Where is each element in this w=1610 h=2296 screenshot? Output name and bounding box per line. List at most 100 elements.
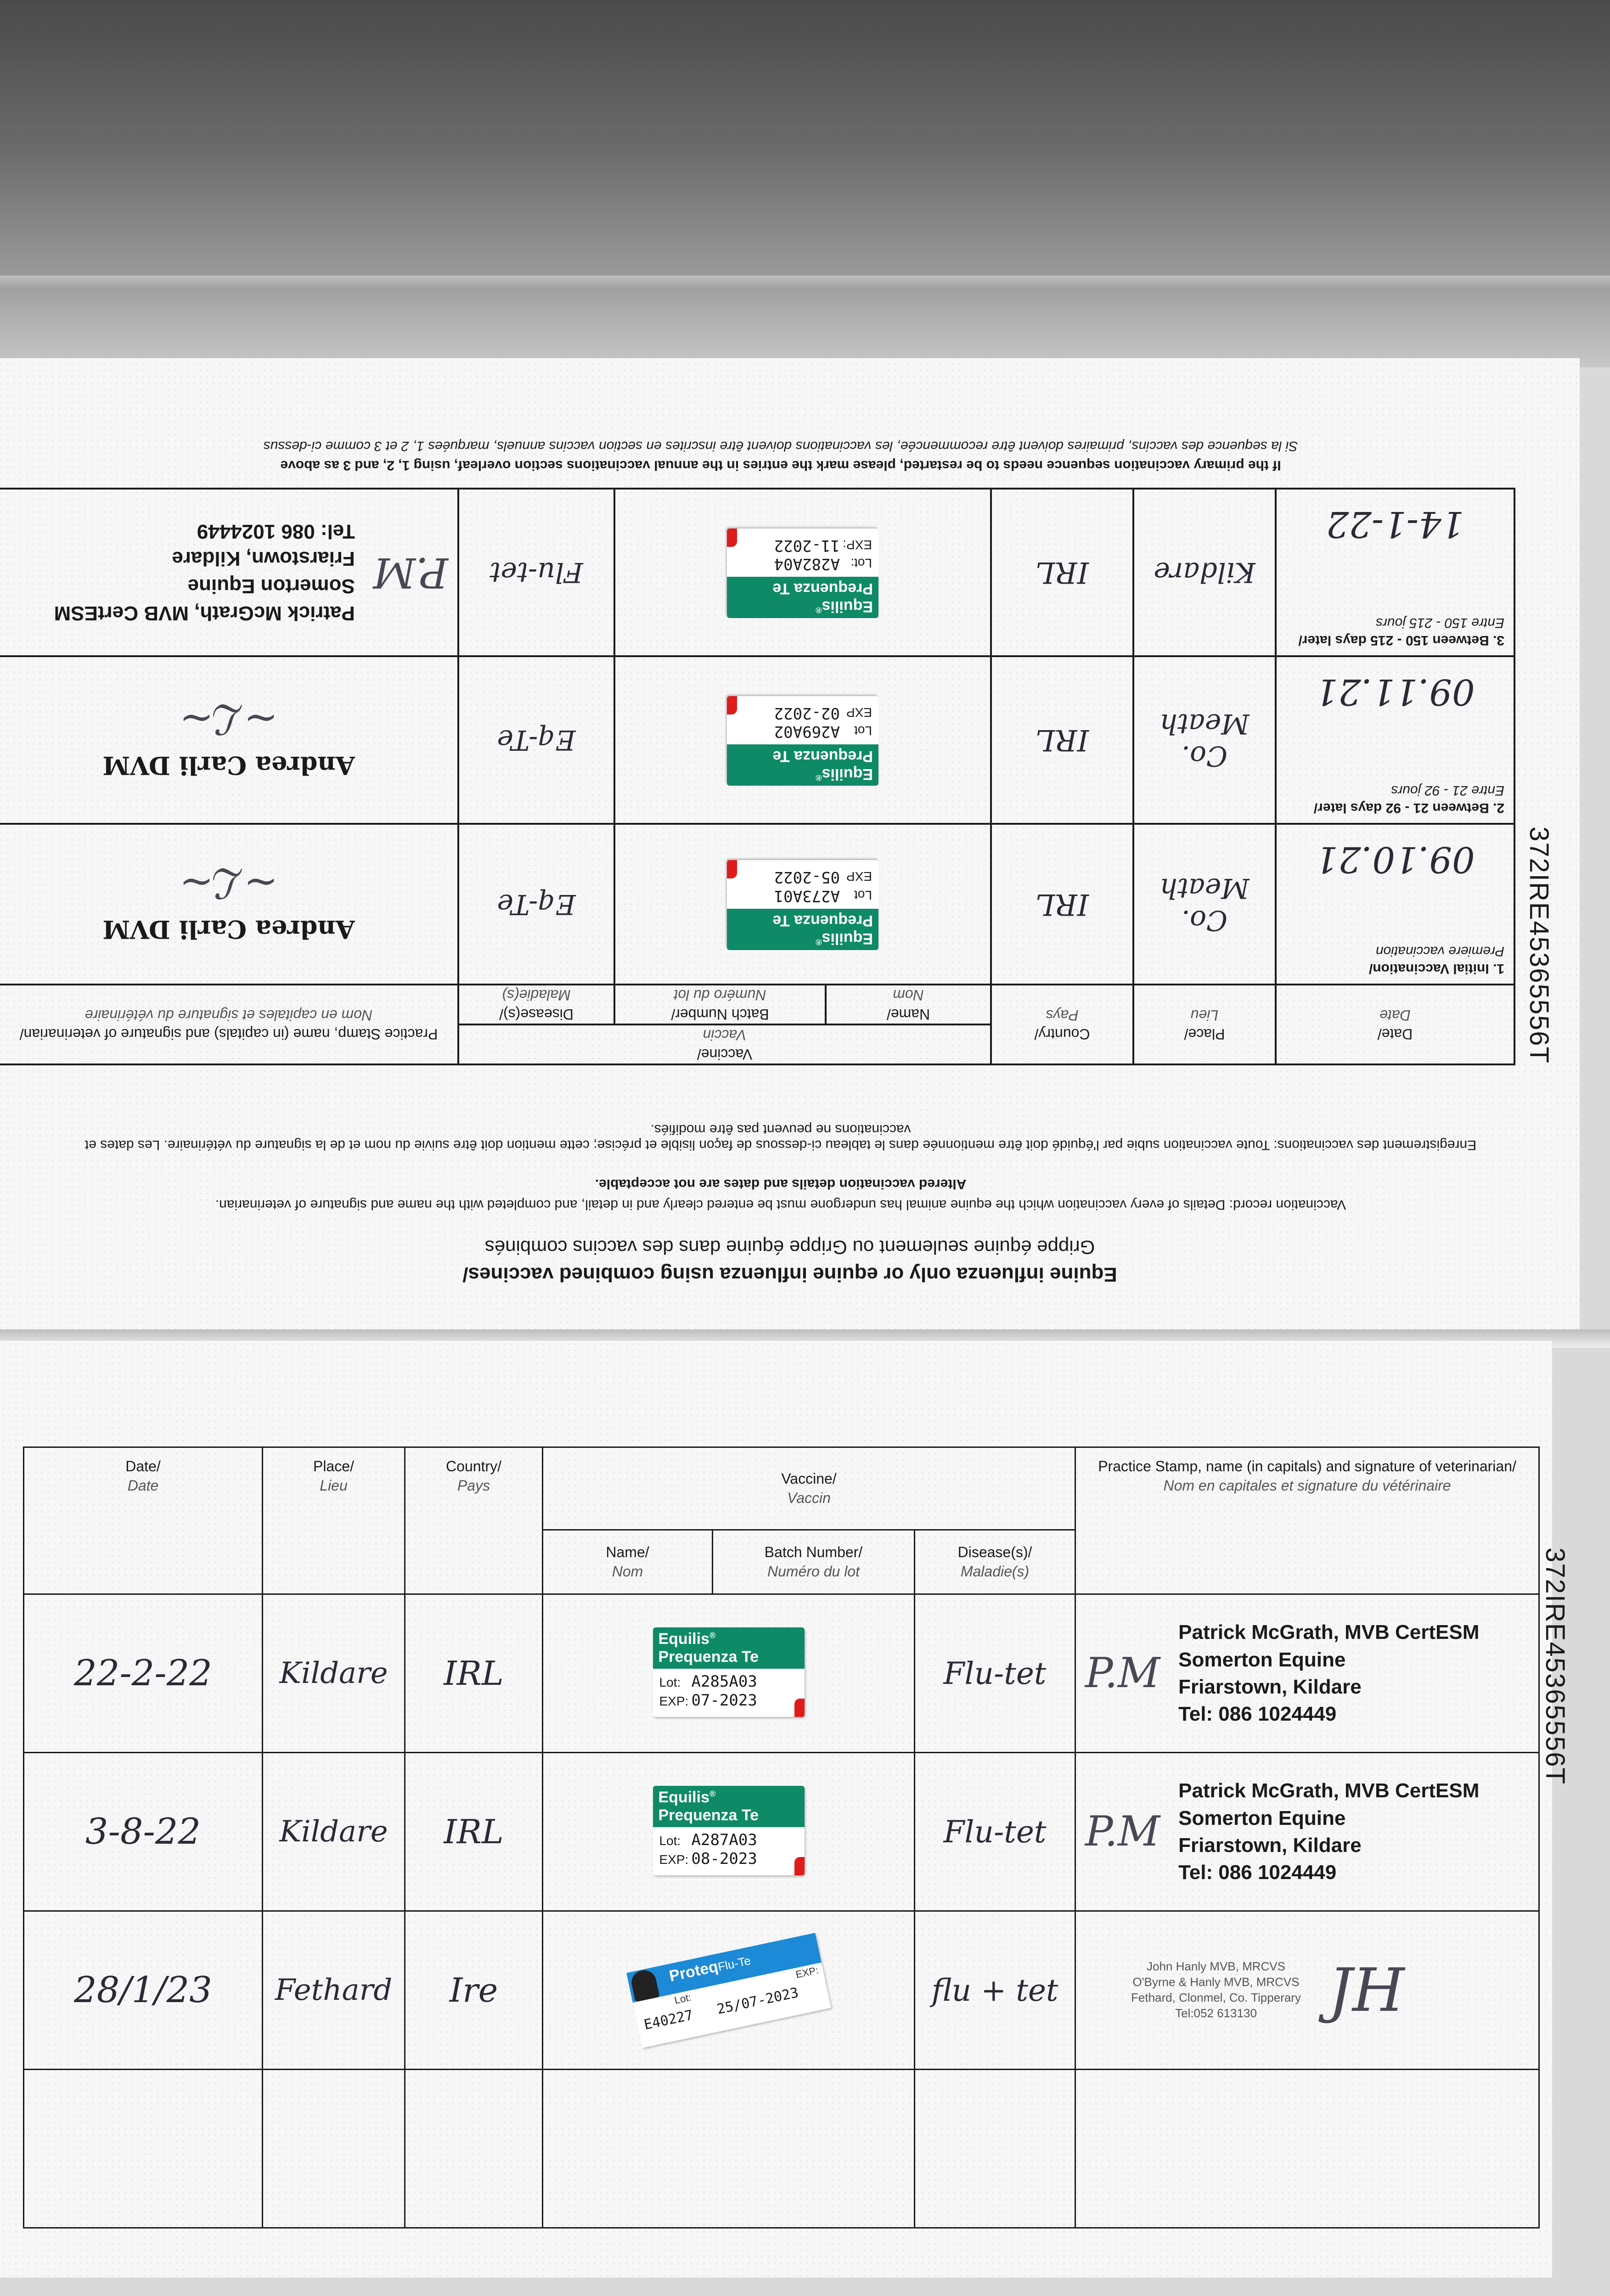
header-name: Name/Nom [542,1529,713,1595]
sticker-brand: Equilis® Prequenza Te [653,1785,805,1827]
header-date: Date/Date [23,1446,263,1595]
lot-number: A273A01 [774,886,840,905]
equilis-vaccine-sticker: Equilis® Prequenza Te Lot: A287A03 EXP: 08… [653,1785,805,1876]
header-country: Country/Pays [991,984,1133,1064]
date-cell: 22-2-22 [23,1593,263,1753]
restart-note-fr: Si la sequence des vaccins, primaires do… [263,439,1298,454]
place-cell [262,2069,405,2228]
date-cell: 3. Between 150 - 215 days later/Entre 15… [1276,488,1514,656]
country-cell [404,2069,543,2228]
vaccination-row: 3-8-22 Kildare IRL Equilis® Prequenza Te… [23,1752,1540,1912]
date-cell: 2. Between 21 - 92 days later/Entre 21 -… [1276,656,1514,824]
disease-cell: Eq-Te [458,823,614,985]
expiry-date: 07-2023 [691,1691,757,1710]
country-cell: Ire [404,1910,543,2070]
vet-stamp: Andrea Carli DVM [102,750,355,780]
date-cell: 3-8-22 [23,1752,263,1912]
sticker-brand: Equilis® Prequenza Te [653,1627,805,1669]
sticker-product: Flu-Te [716,1953,752,1974]
equilis-vaccine-sticker: Equilis® Prequenza Te LotA269A02 EXP02-2… [727,696,878,786]
sticker-red-tab [727,860,737,879]
place-cell: Kildare [1133,488,1276,656]
disease-cell: Flu-tet [913,1752,1076,1912]
sticker-brand: Equilis® Prequenza Te [727,908,878,950]
country-cell: IRL [404,1752,543,1912]
vaccine-cell: Equilis® Prequenza Te Lot: A285A03 EXP: 07… [542,1593,915,1753]
record-note-fr: Enregistrement des vaccinations: Toute v… [84,1122,1477,1153]
equilis-vaccine-sticker: Equilis® Prequenza Te LotA273A01 EXP05-2… [727,860,878,950]
vaccine-cell: Equilis® Prequenza Te LotA269A02 EXP02-2… [614,656,991,824]
sticker-red-tab [727,696,737,715]
date-value: 14-1-22 [1326,503,1464,545]
place-cell: Co. Meath [1133,823,1276,985]
header-date: Date/Date [1276,984,1514,1064]
expiry-date: 08-2023 [691,1849,757,1868]
lot-number: A282A04 [774,555,840,574]
vaccine-cell: Equilis® Prequenza Te LotA273A01 EXP05-2… [614,823,991,985]
header-name: Name/Nom [826,984,991,1024]
vet-signature: P.M [373,548,448,597]
date-value: 09.10.21 [1315,838,1475,880]
vet-signature: P.M [1085,1807,1160,1856]
stamp-cell [1075,2069,1540,2228]
stamp-cell: Andrea Carli DVM ~ℒ~ [0,656,458,824]
passport-id-lower: 372IRE45365556T [1540,1548,1570,1785]
disease-cell [913,2069,1076,2228]
vaccine-cell [542,2069,915,2228]
section-title: Equine influenza only or equine influenz… [462,1263,1117,1286]
vet-signature: JH [1328,1955,1405,2025]
vet-signature: ~ℒ~ [179,859,278,907]
restart-note: If the primary vaccination sequence need… [280,458,1281,473]
vet-signature: P.M [1085,1649,1160,1697]
primary-vaccination-table: Date/Date Place/Lieu Country/Pays Vaccin… [0,488,1515,1065]
disease-cell: flu + tet [913,1910,1076,2070]
vaccination-row: 22-2-22 Kildare IRL Equilis® Prequenza T… [23,1593,1540,1753]
annual-vaccination-table: Date/Date Place/Lieu Country/Pays Vaccin… [23,1446,1540,2228]
sticker-brand: Proteq [667,1957,720,1985]
vaccine-cell: Equilis® Prequenza Te Lot: A287A03 EXP: 08… [542,1752,915,1912]
passport-id-upper: 372IRE45365556T [1524,827,1554,1064]
header-stamp: Practice Stamp, name (in capitals) and s… [0,984,458,1064]
lot-number: A287A03 [691,1830,757,1849]
header-disease: Disease(s)/Maladie(s) [913,1529,1076,1595]
vaccine-cell: ProteqFlu-Te Lot: EXP: E40227 25/07-2023 [542,1910,915,2070]
vaccination-row: 2. Between 21 - 92 days later/Entre 21 -… [0,656,1514,824]
vaccination-row: 28/1/23 Fethard Ire ProteqFlu-Te Lot: EXP… [23,1910,1540,2070]
country-cell: IRL [991,823,1133,985]
lot-number: A285A03 [691,1672,757,1691]
stamp-cell: P.M Patrick McGrath, MVB CertESM Somerton … [0,488,458,656]
place-cell: Kildare [262,1752,405,1912]
sleeve-edge [0,276,1610,289]
plastic-sleeve [0,0,1610,367]
vaccine-cell: Equilis® Prequenza Te Lot:A282A04 EXP:11… [614,488,991,656]
sticker-red-tab [727,528,737,547]
header-vaccine: Vaccine/Vaccin [541,1446,1076,1531]
altered-note: Altered vaccination details and dates ar… [595,1176,967,1192]
vaccination-row: 1. Initial Vaccination/Premiere vaccinat… [0,823,1514,985]
stamp-cell: P.M Patrick McGrath, MVB CertESM Somerton … [1075,1593,1540,1753]
date-cell: 28/1/23 [23,1910,263,2070]
header-stamp: Practice Stamp, name (in capitals) and s… [1075,1446,1540,1595]
padlock-icon [629,1968,660,2002]
sticker-brand: Equilis® Prequenza Te [727,744,878,786]
vet-stamp: Andrea Carli DVM [102,915,355,945]
lot-number: A269A02 [774,722,840,741]
vaccination-row [23,2069,1540,2228]
header-place: Place/Lieu [262,1446,405,1595]
sticker-brand: Equilis® Prequenza Te [727,577,878,619]
upper-page-primary-vaccinations: Equine influenza only or equine influenz… [0,358,1580,1332]
lower-page-annual-vaccinations: Date/Date Place/Lieu Country/Pays Vaccin… [0,1341,1552,2278]
vet-stamp: Patrick McGrath, MVB CertESM Somerton Equ… [1178,1621,1480,1726]
stamp-cell: P.M Patrick McGrath, MVB CertESM Somerton … [1075,1752,1540,1912]
header-batch: Batch Number/Numéro du lot [712,1529,915,1595]
proteq-vaccine-sticker: ProteqFlu-Te Lot: EXP: E40227 25/07-2023 [626,1932,831,2048]
expiry-date: 05-2022 [774,868,840,887]
vet-stamp: John Hanly MVB, MRCVS O'Byrne & Hanly MVB… [1131,1959,1301,2020]
vet-stamp: Patrick McGrath, MVB CertESM Somerton Equ… [54,520,355,625]
disease-cell: Eq-Te [458,656,614,824]
stamp-cell: Andrea Carli DVM ~ℒ~ [0,823,458,985]
country-cell: IRL [991,656,1133,824]
date-cell: 1. Initial Vaccination/Premiere vaccinat… [1276,823,1514,985]
date-cell [23,2069,263,2228]
expiry-date: 02-2022 [774,703,840,722]
